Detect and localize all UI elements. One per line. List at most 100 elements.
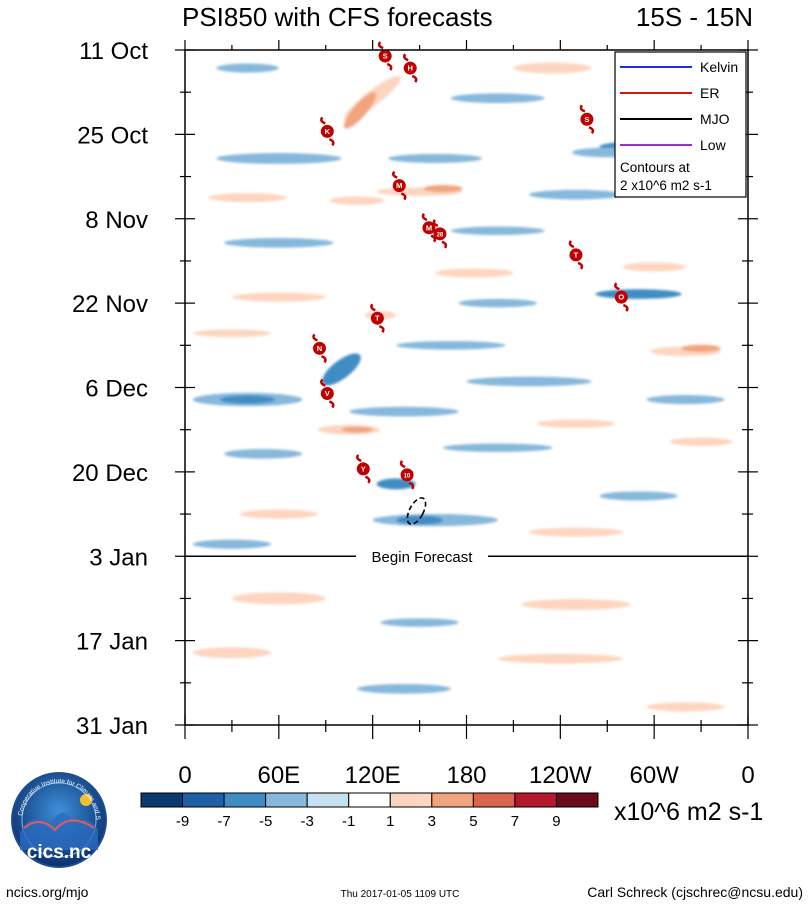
storm-icon [614, 290, 628, 304]
x-tick-label: 0 [178, 762, 191, 789]
anomaly-streak [435, 268, 514, 278]
forecast-label-bg [356, 548, 488, 565]
x-tick-label: 0 [741, 762, 754, 789]
logo-inner-ring [21, 782, 97, 858]
footer-right: Carl Schreck (cjschrec@ncsu.edu) [587, 884, 803, 900]
storm-marker: H [402, 53, 418, 83]
storm-arm-icon [328, 138, 335, 147]
storm-label: M [426, 223, 432, 232]
x-tick-label: 180 [446, 762, 486, 789]
storm-arm-icon [378, 325, 385, 333]
storm-marker: T [370, 303, 385, 333]
colorbar-label: -3 [301, 813, 314, 830]
anomaly-streak [458, 298, 537, 308]
anomaly-streak [329, 196, 385, 205]
storm-arm-icon [392, 170, 398, 179]
storm-marker: Y [356, 454, 371, 484]
storm-icon [433, 227, 447, 241]
anomaly-streak [344, 92, 377, 129]
storm-label: 10 [404, 473, 411, 479]
chart-title: PSI850 with CFS forecasts [182, 2, 493, 32]
anomaly-streak [529, 527, 623, 537]
storm-arm-icon [399, 460, 406, 469]
anomaly-streak [521, 599, 631, 610]
anomaly-streak [388, 153, 483, 164]
colorbar-swatch [348, 792, 391, 808]
x-tick-label: 120W [529, 762, 592, 789]
storm-icon [392, 179, 406, 193]
storm-label: M [396, 181, 402, 190]
anomaly-streak [341, 426, 373, 433]
colorbar-swatch [182, 792, 225, 808]
colorbar-swatch [472, 792, 516, 808]
anomaly-streak [599, 491, 678, 501]
anomaly-streak [529, 189, 623, 200]
anomaly-streak [423, 185, 463, 193]
anomaly-streak [466, 376, 592, 387]
colorbar-swatch [555, 792, 599, 808]
storm-label: S [383, 52, 388, 61]
colorbar-swatch [514, 792, 557, 808]
storm-arm-icon [320, 116, 326, 125]
x-tick-label: 60W [629, 762, 679, 789]
colorbar-label: 9 [552, 813, 560, 830]
storm-marker: V [320, 378, 335, 409]
anomaly-streak [220, 395, 275, 404]
footer-left: ncics.org/mjo [6, 884, 89, 900]
anomaly-streak [224, 448, 303, 459]
legend-note-1: Contours at [620, 160, 690, 175]
storm-label: N [317, 344, 322, 353]
storm-label: T [574, 250, 579, 259]
anomaly-streak [595, 289, 682, 299]
anomaly-streak [669, 437, 733, 446]
anomaly-streak [646, 395, 725, 405]
y-tick-label: 22 Nov [72, 291, 148, 318]
storm-marker: T [568, 240, 584, 270]
colorbar-label: -7 [217, 813, 230, 830]
anomaly-streak [192, 329, 272, 338]
logo-sun-icon [80, 794, 92, 806]
anomaly-streak [239, 509, 318, 519]
anomaly-streak [513, 62, 592, 74]
anomaly-streak [231, 592, 326, 605]
storm-arm-icon [588, 126, 595, 135]
y-tick-label: 20 Dec [72, 460, 148, 487]
storm-arm-icon [356, 454, 362, 463]
logo-line [23, 819, 95, 832]
storm-arm-icon [377, 41, 384, 50]
anomaly-streak [216, 63, 279, 73]
storm-icon [312, 341, 326, 355]
anomaly-streak [396, 515, 444, 525]
storm-arm-icon [411, 74, 418, 83]
colorbar-label: 3 [428, 813, 436, 830]
colorbar-swatch [265, 792, 308, 808]
anomaly-streak [396, 341, 506, 350]
legend-label: Kelvin [700, 59, 738, 75]
colorbar: -9 -7 -5 -3 -1 1 3 5 7 9 [140, 792, 599, 830]
storm-arm-icon [441, 240, 448, 249]
legend: Kelvin ER MJO Low Contours at 2 x10^6 m2 s-… [614, 51, 747, 198]
colorbar-label: 5 [469, 813, 477, 830]
legend-box [614, 51, 747, 198]
legend-note-2: 2 x10^6 m2 s-1 [620, 178, 712, 193]
storm-marker: K [320, 116, 335, 147]
storm-marker: M [392, 170, 407, 201]
storm-label: H [407, 64, 412, 73]
storm-label: K [325, 127, 331, 136]
anomaly-streak [443, 443, 553, 452]
storm-arm-icon [579, 104, 586, 113]
anomaly-streak [208, 193, 287, 203]
y-tick-label: 31 Jan [76, 713, 148, 740]
storm-label: V [325, 389, 330, 398]
x-axis: 0 60E 120E 180 120W 60W 0 [178, 40, 755, 789]
colorbar-swatch [389, 792, 433, 808]
storm-icon [378, 49, 392, 63]
storm-arm-icon [614, 282, 620, 291]
storm-label: S [584, 115, 589, 124]
y-axis: 11 Oct 25 Oct 8 Nov 22 Nov 6 Dec 20 Dec 3 Jan 1… [72, 38, 758, 740]
anomaly-streak [231, 292, 326, 302]
anomaly-streak [224, 238, 334, 248]
colorbar-swatch [431, 792, 474, 808]
storm-label: Y [361, 464, 366, 473]
